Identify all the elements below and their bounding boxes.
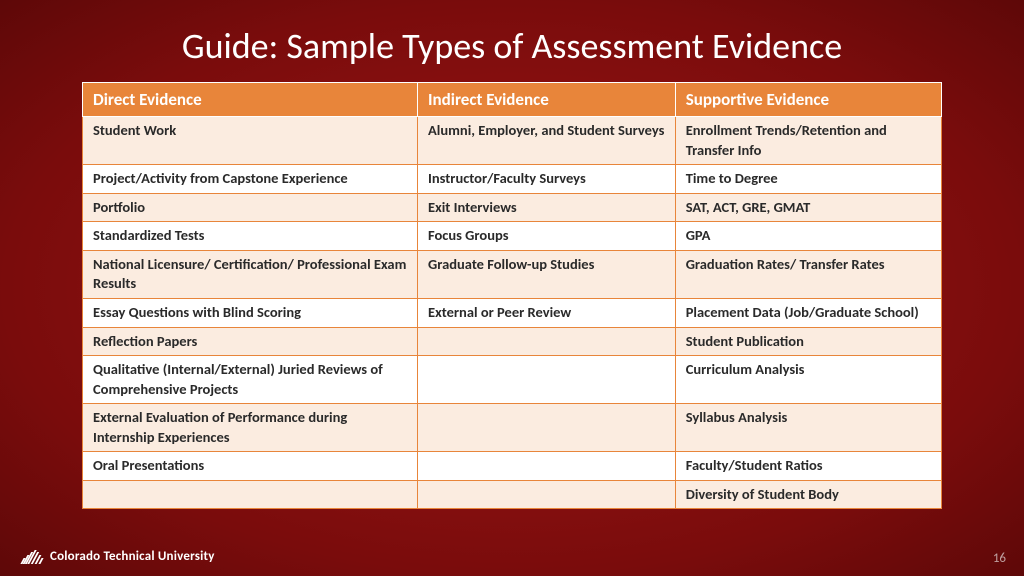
table-cell xyxy=(418,452,676,481)
header-supportive: Supportive Evidence xyxy=(675,83,941,117)
page-number: 16 xyxy=(993,551,1006,566)
table-cell: Placement Data (Job/Graduate School) xyxy=(675,298,941,327)
table-row: Qualitative (Internal/External) Juried R… xyxy=(83,356,942,404)
footer: Colorado Technical University xyxy=(22,549,215,564)
table-cell: Graduation Rates/ Transfer Rates xyxy=(675,250,941,298)
table-cell: Instructor/Faculty Surveys xyxy=(418,165,676,194)
table-cell: GPA xyxy=(675,222,941,251)
table-cell xyxy=(418,356,676,404)
table-cell: Time to Degree xyxy=(675,165,941,194)
table-row: Standardized TestsFocus GroupsGPA xyxy=(83,222,942,251)
table-cell: Reflection Papers xyxy=(83,327,418,356)
table-cell: Graduate Follow-up Studies xyxy=(418,250,676,298)
table-cell: Student Publication xyxy=(675,327,941,356)
table-row: Reflection Papers Student Publication xyxy=(83,327,942,356)
evidence-table-container: Direct Evidence Indirect Evidence Suppor… xyxy=(82,82,942,509)
table-row: Project/Activity from Capstone Experienc… xyxy=(83,165,942,194)
table-cell xyxy=(418,404,676,452)
table-cell: Essay Questions with Blind Scoring xyxy=(83,298,418,327)
table-cell: Faculty/Student Ratios xyxy=(675,452,941,481)
table-cell: Standardized Tests xyxy=(83,222,418,251)
table-row: Essay Questions with Blind ScoringExtern… xyxy=(83,298,942,327)
table-row: Oral Presentations Faculty/Student Ratios xyxy=(83,452,942,481)
table-cell: Project/Activity from Capstone Experienc… xyxy=(83,165,418,194)
table-cell xyxy=(418,327,676,356)
table-cell: Curriculum Analysis xyxy=(675,356,941,404)
table-row: PortfolioExit InterviewsSAT, ACT, GRE, G… xyxy=(83,193,942,222)
table-cell: Syllabus Analysis xyxy=(675,404,941,452)
table-cell: Alumni, Employer, and Student Surveys xyxy=(418,117,676,165)
table-row: External Evaluation of Performance durin… xyxy=(83,404,942,452)
table-cell: External or Peer Review xyxy=(418,298,676,327)
table-row: Diversity of Student Body xyxy=(83,480,942,509)
table-cell xyxy=(83,480,418,509)
table-header-row: Direct Evidence Indirect Evidence Suppor… xyxy=(83,83,942,117)
table-cell: External Evaluation of Performance durin… xyxy=(83,404,418,452)
table-cell: Exit Interviews xyxy=(418,193,676,222)
table-cell: Portfolio xyxy=(83,193,418,222)
table-cell: National Licensure/ Certification/ Profe… xyxy=(83,250,418,298)
table-cell: Student Work xyxy=(83,117,418,165)
ctu-logo-icon xyxy=(22,550,42,564)
table-cell: Oral Presentations xyxy=(83,452,418,481)
evidence-table: Direct Evidence Indirect Evidence Suppor… xyxy=(82,82,942,509)
table-cell: Qualitative (Internal/External) Juried R… xyxy=(83,356,418,404)
table-cell xyxy=(418,480,676,509)
header-indirect: Indirect Evidence xyxy=(418,83,676,117)
header-direct: Direct Evidence xyxy=(83,83,418,117)
table-row: National Licensure/ Certification/ Profe… xyxy=(83,250,942,298)
table-cell: SAT, ACT, GRE, GMAT xyxy=(675,193,941,222)
table-cell: Focus Groups xyxy=(418,222,676,251)
table-cell: Enrollment Trends/Retention and Transfer… xyxy=(675,117,941,165)
table-row: Student WorkAlumni, Employer, and Studen… xyxy=(83,117,942,165)
table-cell: Diversity of Student Body xyxy=(675,480,941,509)
slide-title: Guide: Sample Types of Assessment Eviden… xyxy=(0,0,1024,82)
footer-org-name: Colorado Technical University xyxy=(50,549,215,564)
